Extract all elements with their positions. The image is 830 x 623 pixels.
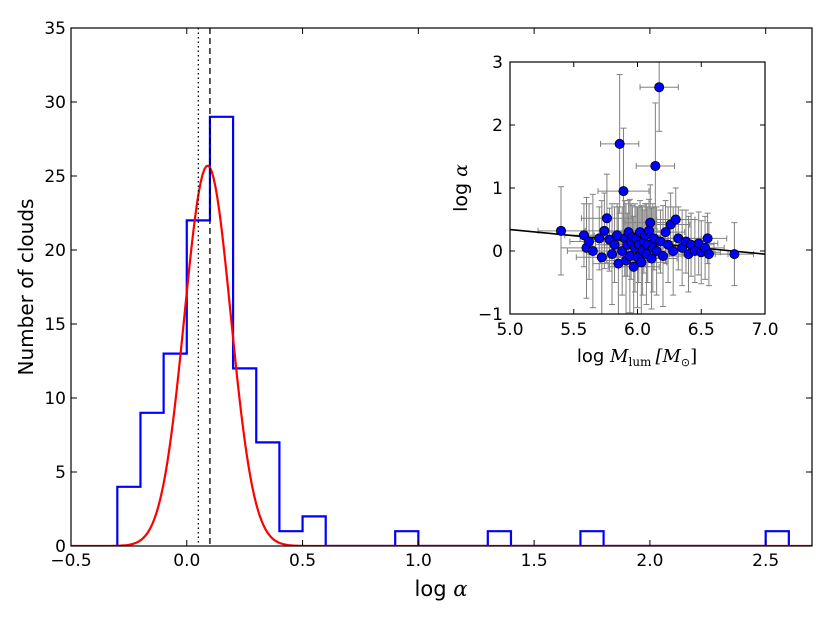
inset-data-point — [587, 245, 598, 256]
main-y-tick-label: 30 — [44, 93, 66, 113]
histogram-outline — [116, 115, 790, 546]
inset-data-point — [609, 239, 620, 250]
inset-data-point — [703, 249, 714, 260]
inset-data-point — [660, 227, 671, 238]
main-x-axis-label-text: log — [415, 577, 447, 601]
inset-data-point — [636, 257, 647, 268]
inset-data-point — [645, 217, 656, 228]
gaussian-fit-curve — [71, 164, 812, 546]
inset-x-tick-label: 5.0 — [496, 320, 523, 340]
inset-x-axis-label-unit-subscript: ⊙ — [681, 356, 690, 369]
inset-data-point — [658, 251, 669, 262]
inset-data-point — [670, 214, 681, 225]
inset-data-point — [594, 233, 605, 244]
main-y-tick-label: 35 — [44, 19, 66, 39]
main-x-tick-label: 1.0 — [405, 551, 432, 571]
main-y-tick-label: 10 — [44, 389, 66, 409]
inset-data-point — [668, 245, 679, 256]
main-x-tick-label: 2.0 — [636, 551, 663, 571]
inset-data-point — [654, 82, 665, 93]
inset-x-axis-label: log Mlum [M⊙] — [577, 346, 697, 369]
inset-y-tick-label: −1 — [478, 305, 503, 325]
inset-data-point — [599, 225, 610, 236]
inset-y-axis-label-text: log — [450, 183, 472, 212]
main-y-tick-label: 0 — [55, 537, 66, 557]
main-axes-frame — [70, 27, 813, 547]
inset-x-axis-label-symbol: M — [609, 346, 629, 367]
main-x-tick-label: 0.5 — [289, 551, 316, 571]
inset-y-tick-label: 1 — [492, 179, 503, 199]
inset-data-point — [646, 253, 657, 264]
inset-data-point — [729, 249, 740, 260]
main-y-tick-label: 20 — [44, 241, 66, 261]
inset-y-axis-label-symbol: α — [450, 164, 472, 177]
inset-data-point — [601, 213, 612, 224]
inset-data-point — [556, 225, 567, 236]
inset-data-point — [702, 233, 713, 244]
main-x-axis-label-symbol: α — [453, 577, 467, 601]
inset-y-axis-label: log α — [450, 164, 472, 212]
inset-data-point — [614, 138, 625, 149]
inset-x-tick-label: 5.5 — [560, 320, 587, 340]
main-plot-area — [71, 28, 812, 546]
inset-data-point — [607, 249, 618, 260]
main-y-tick-label: 25 — [44, 167, 66, 187]
inset-y-tick-label: 3 — [492, 53, 503, 73]
inset-x-axis-label-unit: [M — [655, 346, 681, 367]
main-x-tick-label: −0.5 — [50, 551, 91, 571]
inset-y-tick-label: 2 — [492, 116, 503, 136]
inset-y-tick-label: 0 — [492, 242, 503, 262]
inset-x-tick-label: 7.0 — [751, 320, 778, 340]
main-y-axis-label: Number of clouds — [14, 199, 38, 376]
inset-x-axis-label-subscript: lum — [628, 355, 652, 369]
main-x-axis-label: log α — [415, 577, 468, 601]
inset-data-point — [628, 261, 639, 272]
main-data-layer — [71, 28, 812, 546]
inset-data-point — [584, 236, 595, 247]
main-x-tick-label: 2.5 — [752, 551, 779, 571]
main-x-tick-label: 1.5 — [521, 551, 548, 571]
inset-data-point — [596, 252, 607, 263]
inset-x-tick-label: 6.0 — [624, 320, 651, 340]
inset-plot-area — [510, 62, 765, 314]
inset-data-point — [650, 160, 661, 171]
inset-x-tick-label: 6.5 — [688, 320, 715, 340]
inset-x-axis-label-text: log — [577, 346, 604, 367]
inset-scatter-panel: 5.0 5.5 6.0 6.5 7.0 −1 0 1 2 3 log Mlum [M⊙] log α — [450, 53, 779, 369]
main-x-tick-label: 0.0 — [173, 551, 200, 571]
inset-data-point — [618, 186, 629, 197]
main-y-tick-label: 15 — [44, 315, 66, 335]
main-y-tick-label: 5 — [55, 463, 66, 483]
inset-x-axis-label-unit-close: ] — [690, 346, 697, 367]
inset-data-layer — [510, 62, 765, 314]
inset-ticks: 5.0 5.5 6.0 6.5 7.0 −1 0 1 2 3 — [478, 53, 779, 340]
